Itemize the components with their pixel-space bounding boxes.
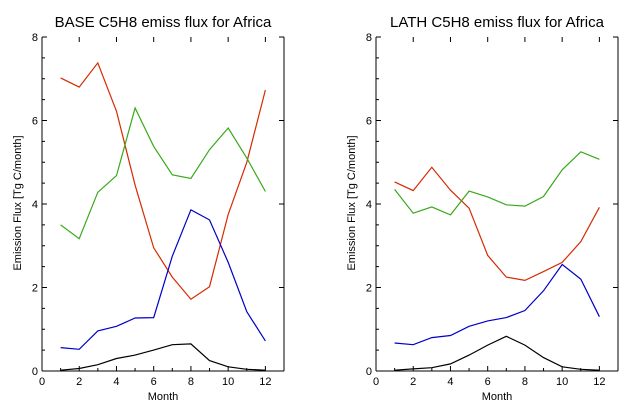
left-x-tick-label: 10 bbox=[222, 376, 234, 388]
right-x-tick-label: 4 bbox=[447, 376, 453, 388]
left-y-tick-label: 4 bbox=[32, 199, 38, 211]
left-blue-series-line bbox=[60, 208, 266, 350]
left-plot-area: 0 2 4 6 8 10 12 0 2 4 6 8 bbox=[32, 32, 285, 388]
right-blue-series-line bbox=[394, 263, 600, 346]
left-y-tick-label: 2 bbox=[32, 283, 38, 295]
right-y-tick-label: 0 bbox=[366, 366, 372, 378]
right-x-tick-label: 2 bbox=[410, 376, 416, 388]
left-x-tick-label: 2 bbox=[76, 376, 82, 388]
left-y-tick-label: 6 bbox=[32, 116, 38, 128]
right-x-tick-label: 8 bbox=[522, 376, 528, 388]
right-red-series-line bbox=[394, 166, 600, 282]
right-y-tick-label: 8 bbox=[366, 32, 372, 44]
left-x-axis-label: Month bbox=[148, 391, 179, 403]
right-chart-title: LATH C5H8 emiss flux for Africa bbox=[390, 14, 605, 31]
right-x-tick-label: 6 bbox=[485, 376, 491, 388]
left-y-tick-label: 8 bbox=[32, 32, 38, 44]
left-panel: BASE C5H8 emiss flux for Africa Emission… bbox=[12, 14, 285, 403]
right-x-tick-label: 0 bbox=[373, 376, 379, 388]
left-y-tick-label: 0 bbox=[32, 366, 38, 378]
left-black-series-line bbox=[60, 343, 266, 371]
left-x-tick-label: 12 bbox=[259, 376, 271, 388]
right-x-axis-label: Month bbox=[482, 391, 513, 403]
left-x-tick-label: 4 bbox=[113, 376, 119, 388]
right-y-tick-label: 4 bbox=[366, 199, 372, 211]
right-x-tick-label: 12 bbox=[593, 376, 605, 388]
right-plot-area: 0 2 4 6 8 10 12 0 2 4 6 8 bbox=[366, 32, 619, 388]
left-y-axis-label: Emission Flux [Tg C/month] bbox=[12, 135, 24, 270]
right-black-series-line bbox=[394, 335, 600, 371]
right-y-tick-label: 2 bbox=[366, 283, 372, 295]
right-panel: LATH C5H8 emiss flux for Africa Emission… bbox=[346, 14, 619, 403]
right-green-series-line bbox=[394, 151, 600, 216]
left-red-series-line bbox=[60, 61, 266, 300]
right-y-tick-label: 6 bbox=[366, 116, 372, 128]
left-green-series-line bbox=[60, 106, 266, 240]
right-y-axis-label: Emission Flux [Tg C/month] bbox=[346, 135, 358, 270]
left-x-tick-label: 8 bbox=[188, 376, 194, 388]
left-x-tick-label: 6 bbox=[151, 376, 157, 388]
right-x-tick-label: 10 bbox=[556, 376, 568, 388]
left-chart-title: BASE C5H8 emiss flux for Africa bbox=[55, 14, 272, 31]
left-x-tick-label: 0 bbox=[39, 376, 45, 388]
